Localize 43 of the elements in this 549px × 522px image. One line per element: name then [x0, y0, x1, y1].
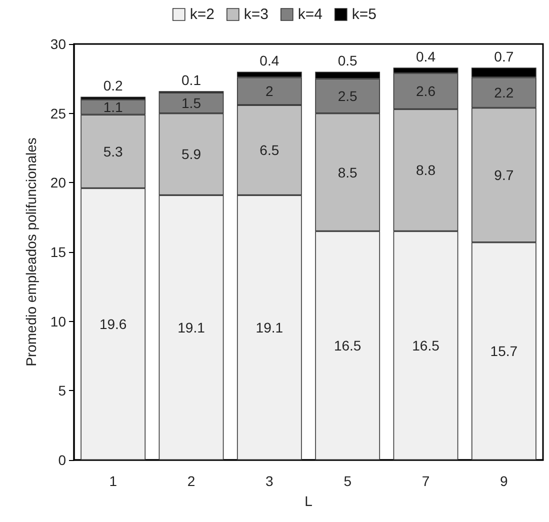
x-tick-label: 1: [109, 473, 118, 489]
data-label: 0.4: [416, 48, 436, 65]
data-label: 9.7: [494, 167, 514, 184]
x-tick-label: 2: [187, 473, 196, 489]
data-label: 19.1: [178, 320, 206, 336]
data-label: 5.3: [103, 143, 124, 160]
y-tick-label: 5: [58, 382, 66, 399]
data-label: 8.8: [416, 162, 436, 178]
legend-label: k=2: [190, 6, 215, 23]
data-label: 1.1: [103, 99, 124, 116]
y-axis-title: Promedio empleados polifuncionales: [23, 138, 39, 366]
data-label: 8.5: [338, 164, 358, 180]
data-label: 2.2: [494, 84, 514, 101]
y-tick-label: 25: [50, 105, 66, 122]
legend-label: k=5: [352, 6, 377, 23]
data-label: 2.5: [338, 88, 358, 104]
data-label: 0.2: [103, 78, 124, 94]
y-tick-label: 0: [58, 452, 66, 468]
data-label: 0.4: [260, 52, 280, 69]
y-tick-label: 20: [50, 174, 66, 191]
legend-label: k=4: [298, 6, 323, 23]
data-label: 0.7: [494, 48, 514, 65]
data-label: 2: [266, 83, 274, 100]
data-label: 19.1: [256, 320, 284, 336]
y-tick-label: 15: [50, 244, 66, 260]
data-label: 5.9: [182, 146, 202, 162]
x-tick-label: 5: [344, 473, 352, 489]
x-tick-label: 7: [422, 473, 430, 489]
x-tick-label: 3: [266, 473, 274, 489]
data-label: 0.1: [182, 72, 202, 88]
data-label: 16.5: [412, 338, 440, 354]
legend-label: k=3: [244, 6, 269, 23]
y-tick-label: 10: [50, 313, 66, 330]
data-label: 0.5: [338, 52, 358, 69]
x-tick-label: 9: [500, 473, 508, 489]
y-tick-label: 30: [50, 36, 66, 52]
data-label: 1.5: [182, 94, 202, 111]
data-label: 19.6: [99, 316, 127, 332]
data-label: 16.5: [334, 338, 362, 354]
data-label: 2.6: [416, 83, 436, 100]
data-label: 15.7: [490, 343, 518, 360]
data-label: 6.5: [260, 142, 280, 158]
x-axis-title: L: [304, 493, 313, 509]
